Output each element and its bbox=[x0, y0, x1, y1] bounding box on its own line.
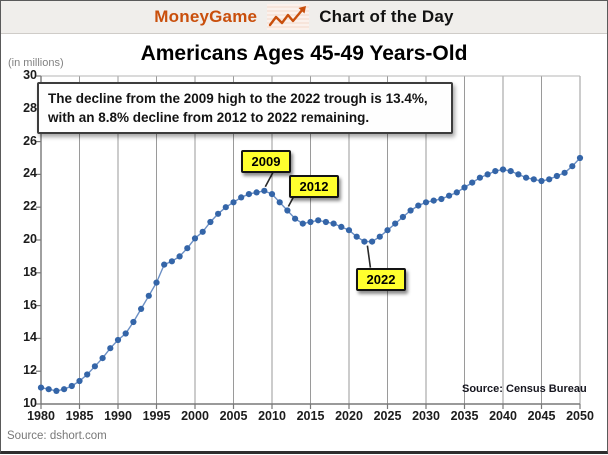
callout-2012: 2012 bbox=[289, 175, 339, 198]
unit-label: (in millions) bbox=[8, 57, 64, 69]
header-bar: MoneyGame Chart of the Day bbox=[1, 1, 607, 34]
moneygame-brand: MoneyGame bbox=[154, 7, 258, 26]
census-source-label: Source: Census Bureau bbox=[462, 383, 587, 395]
x-tick-label: 2030 bbox=[412, 409, 440, 423]
footer-source-label: Source: dshort.com bbox=[7, 430, 107, 442]
x-tick-label: 2020 bbox=[335, 409, 363, 423]
x-tick-label: 2005 bbox=[219, 409, 248, 423]
y-tick-label: 10 bbox=[23, 396, 37, 410]
x-tick-label: 2010 bbox=[258, 409, 286, 423]
y-tick-label: 28 bbox=[23, 100, 37, 115]
page-title: Americans Ages 45-49 Years-Old bbox=[140, 42, 468, 65]
y-tick-label: 16 bbox=[23, 297, 37, 312]
y-tick-label: 22 bbox=[23, 199, 37, 214]
x-tick-label: 2050 bbox=[566, 409, 594, 423]
x-tick-label: 1990 bbox=[104, 409, 132, 423]
y-tick-label: 24 bbox=[23, 166, 37, 181]
x-tick-label: 2015 bbox=[296, 409, 325, 423]
callout-2009: 2009 bbox=[241, 150, 291, 173]
x-tick-label: 2035 bbox=[450, 409, 479, 423]
y-tick-label: 20 bbox=[23, 232, 37, 246]
x-tick-label: 2025 bbox=[373, 409, 402, 423]
x-tick-label: 1980 bbox=[27, 409, 55, 423]
annotation-line-2: with an 8.8% decline from 2012 to 2022 r… bbox=[48, 110, 370, 125]
y-tick-label: 18 bbox=[23, 264, 37, 279]
x-tick-label: 2040 bbox=[489, 409, 517, 423]
x-tick-label: 1995 bbox=[142, 409, 171, 423]
annotation-box: The decline from the 2009 high to the 20… bbox=[37, 82, 453, 134]
x-tick-label: 2000 bbox=[181, 409, 209, 423]
y-tick-label: 14 bbox=[23, 330, 37, 345]
x-tick-label: 2045 bbox=[527, 409, 556, 423]
y-tick-label: 12 bbox=[23, 363, 37, 378]
callout-2022: 2022 bbox=[356, 268, 406, 291]
y-tick-label: 30 bbox=[23, 68, 37, 82]
y-tick-label: 26 bbox=[23, 133, 37, 148]
line-chart-up-icon bbox=[267, 4, 310, 30]
header-title: Chart of the Day bbox=[319, 7, 454, 26]
annotation-line-1: The decline from the 2009 high to the 20… bbox=[48, 91, 428, 106]
x-tick-label: 1985 bbox=[65, 409, 94, 423]
